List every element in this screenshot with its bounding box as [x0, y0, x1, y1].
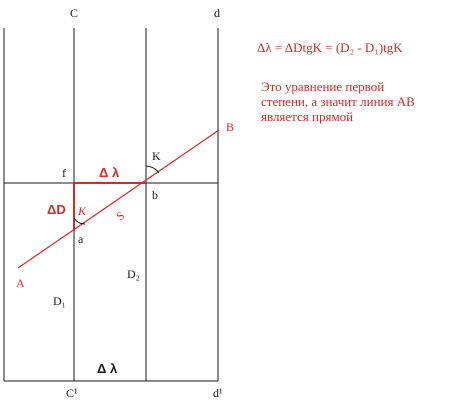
note-line-1: Это уравнение первой	[261, 79, 384, 94]
label-bottom-d: d¹	[213, 386, 223, 400]
line-ab	[17, 129, 220, 269]
label-point-b: b	[152, 188, 158, 202]
label-s: S	[114, 208, 128, 223]
label-d2: D₂	[127, 267, 140, 281]
label-point-f: f	[62, 166, 66, 180]
label-delta-d: ΔD	[47, 202, 66, 217]
label-point-a: a	[78, 232, 84, 246]
label-point-b-upper: B	[226, 120, 234, 134]
note-line-3: является прямой	[261, 109, 353, 124]
label-delta-lambda-top: Δ λ	[99, 165, 120, 180]
label-point-a-upper: A	[16, 276, 25, 290]
note-line-2: степени, а значит линия АВ	[261, 94, 415, 109]
label-k-lower: K	[77, 204, 87, 218]
label-d1: D₁	[53, 294, 66, 308]
angle-arc-upper	[145, 165, 160, 174]
label-bottom-c: C¹	[66, 386, 78, 400]
label-top-d: d	[214, 6, 220, 20]
label-top-c: C	[70, 6, 78, 20]
label-k-upper: K	[152, 149, 161, 163]
angle-arc-lower	[73, 217, 86, 225]
formula-text: Δλ = ΔDtgK = (D₂ - D₁)tgK	[257, 40, 403, 55]
label-delta-lambda-bottom: Δ λ	[97, 361, 118, 376]
